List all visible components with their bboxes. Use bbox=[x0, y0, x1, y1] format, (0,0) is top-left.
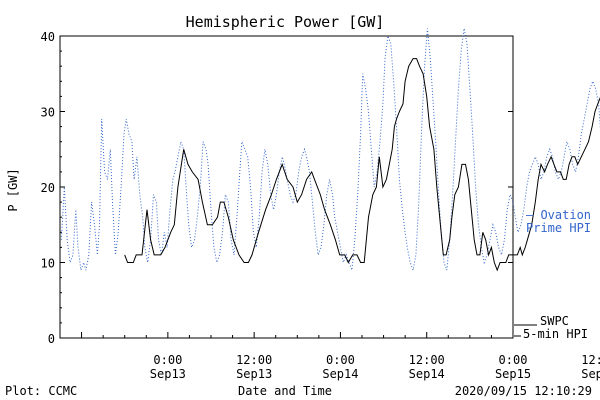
x-axis-label: Date and Time bbox=[238, 384, 332, 398]
y-tick-label: 30 bbox=[41, 106, 55, 120]
y-tick-label: 10 bbox=[41, 257, 55, 271]
series-line bbox=[124, 58, 600, 272]
x-tick-label-date: Sep13 bbox=[150, 367, 186, 381]
footer-left: Plot: CCMC bbox=[5, 384, 77, 398]
x-tick-label-date: Sep15 bbox=[495, 367, 531, 381]
x-axis: 0:00Sep1312:00Sep130:00Sep1412:00Sep140:… bbox=[81, 332, 600, 381]
plot-area bbox=[59, 35, 514, 339]
footer-right: 2020/09/15 12:10:29 bbox=[455, 384, 592, 398]
series-swpc bbox=[124, 58, 600, 272]
legend-swpc-line1: SWPC bbox=[540, 314, 569, 328]
x-tick-label-date: Sep13 bbox=[236, 367, 272, 381]
x-tick-label-time: 12:00 bbox=[581, 353, 600, 367]
x-tick-label-time: 0:00 bbox=[499, 353, 528, 367]
y-tick-label: 20 bbox=[41, 181, 55, 195]
series-line bbox=[60, 28, 600, 272]
y-axis: 0 10 20 30 40 bbox=[41, 30, 513, 346]
legend-ovation-line2: Prime HPI bbox=[526, 221, 591, 235]
y-axis-label: P [GW] bbox=[6, 168, 20, 211]
legend-swpc-line2: 5-min HPI bbox=[523, 327, 588, 341]
plot-frame bbox=[59, 35, 514, 339]
y-tick-label: 40 bbox=[41, 30, 55, 44]
y-tick-label: 0 bbox=[48, 332, 55, 346]
x-tick-label-time: 0:00 bbox=[153, 353, 182, 367]
x-tick-label-time: 0:00 bbox=[326, 353, 355, 367]
legend-ovation-line1: — Ovation bbox=[526, 208, 591, 222]
x-tick-label-time: 12:00 bbox=[236, 353, 272, 367]
x-tick-label-date: Sep14 bbox=[322, 367, 358, 381]
chart-title: Hemispheric Power [GW] bbox=[186, 13, 385, 31]
series-layer bbox=[60, 28, 600, 272]
series-ovation-prime bbox=[60, 28, 600, 272]
x-tick-label-date: Sep15 bbox=[581, 367, 600, 381]
x-tick-label-time: 12:00 bbox=[409, 353, 445, 367]
x-tick-label-date: Sep14 bbox=[409, 367, 445, 381]
legend: — Ovation Prime HPI SWPC 5-min HPI bbox=[514, 208, 591, 341]
